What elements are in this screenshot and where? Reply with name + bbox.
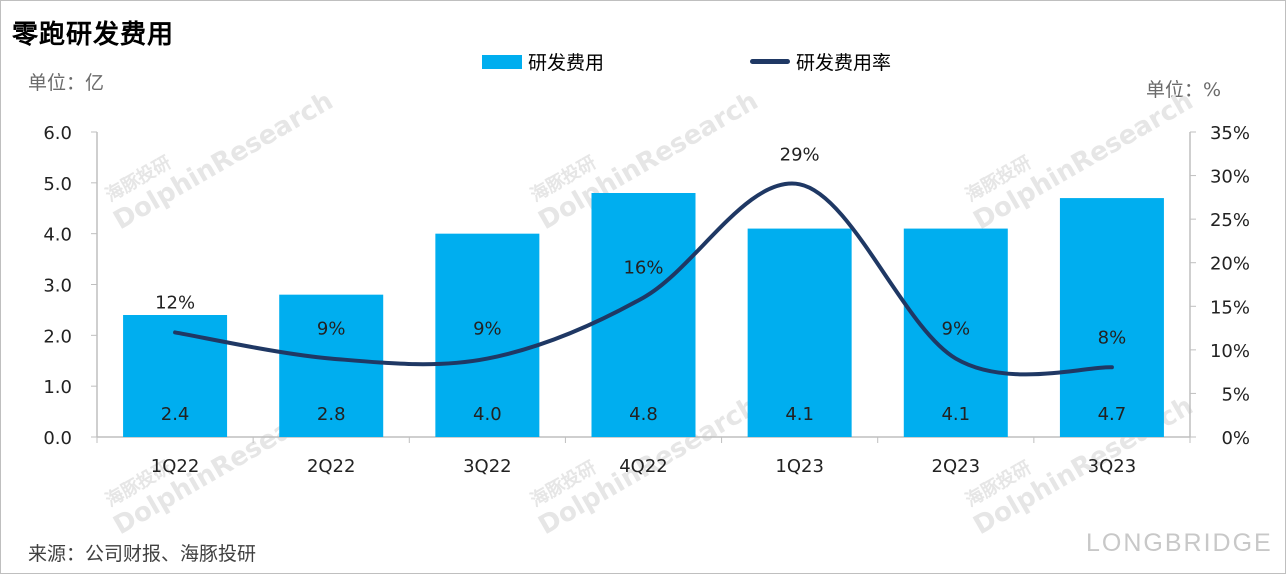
line-value-label: 29% [780,144,820,165]
right-tick-label: 20% [1210,254,1250,275]
right-tick-label: 10% [1210,341,1250,362]
bar [279,294,384,437]
left-tick-label: 1.0 [43,377,72,398]
x-tick-label: 2Q23 [932,456,981,477]
bar-value-label: 2.8 [317,404,346,425]
right-tick-label: 30% [1210,167,1250,188]
legend: 研发费用 研发费用率 [0,48,1286,76]
legend-swatch-bar [482,54,522,69]
bar [435,233,540,437]
bar-value-label: 4.0 [473,404,502,425]
brand-watermark: LONGBRIDGE [1086,529,1273,557]
bar-value-label: 4.7 [1098,404,1127,425]
labels-layer: 2.4 2.8 4.0 4.8 4.1 4.1 4.7 12% 9% 9% 16% 29% 9% 8% [155,144,1126,425]
bar-value-label: 2.4 [161,404,190,425]
line-value-label: 9% [942,319,971,340]
bar [903,228,1008,437]
source-note: 来源：公司财报、海豚投研 [28,543,257,565]
right-tick-label: 0% [1221,428,1250,449]
left-tick-label: 2.0 [43,326,72,347]
chart-title: 零跑研发费用 [12,20,175,50]
right-tick-label: 35% [1210,123,1250,144]
line-value-label: 9% [473,319,502,340]
left-tick-label: 4.0 [43,225,72,246]
left-tick-label: 0.0 [43,428,72,449]
left-tick-label: 6.0 [43,123,72,144]
x-tick-label: 4Q22 [619,456,668,477]
right-tick-label: 5% [1221,384,1250,405]
bar-value-label: 4.1 [785,404,814,425]
bar-value-label: 4.8 [629,404,658,425]
line-value-label: 12% [155,292,195,313]
legend-item-bar: 研发费用 [482,48,604,75]
line-value-label: 9% [317,319,346,340]
legend-label-line: 研发费用率 [796,52,892,74]
series-line [173,181,1114,377]
bar [123,315,228,437]
x-tick-label: 1Q22 [151,456,200,477]
x-tick-label: 3Q22 [463,456,512,477]
bar [1059,198,1164,437]
line-layer [173,181,1114,377]
right-axis-unit: 单位：% [1146,79,1222,101]
line-value-label: 8% [1098,327,1127,348]
left-tick-label: 3.0 [43,276,72,297]
line-value-label: 16% [623,258,663,279]
x-tick-label: 3Q23 [1088,456,1137,477]
legend-swatch-line [750,59,790,64]
legend-label-bar: 研发费用 [528,52,605,74]
left-tick-label: 5.0 [43,174,72,195]
x-tick-label: 2Q22 [307,456,356,477]
x-tick-label: 1Q23 [775,456,824,477]
legend-item-line: 研发费用率 [750,48,891,75]
bar [747,228,852,437]
axes-layer: 0.0 1.0 2.0 3.0 4.0 5.0 6.0 0% 5% 10% 15% 20% 25% 30%… [43,123,1250,477]
left-axis-unit: 单位：亿 [28,72,105,94]
right-tick-label: 25% [1210,210,1250,231]
right-tick-label: 15% [1210,297,1250,318]
bar-value-label: 4.1 [941,404,970,425]
bars-layer [123,193,1164,437]
watermark-text: DolphinResearch [109,86,339,236]
